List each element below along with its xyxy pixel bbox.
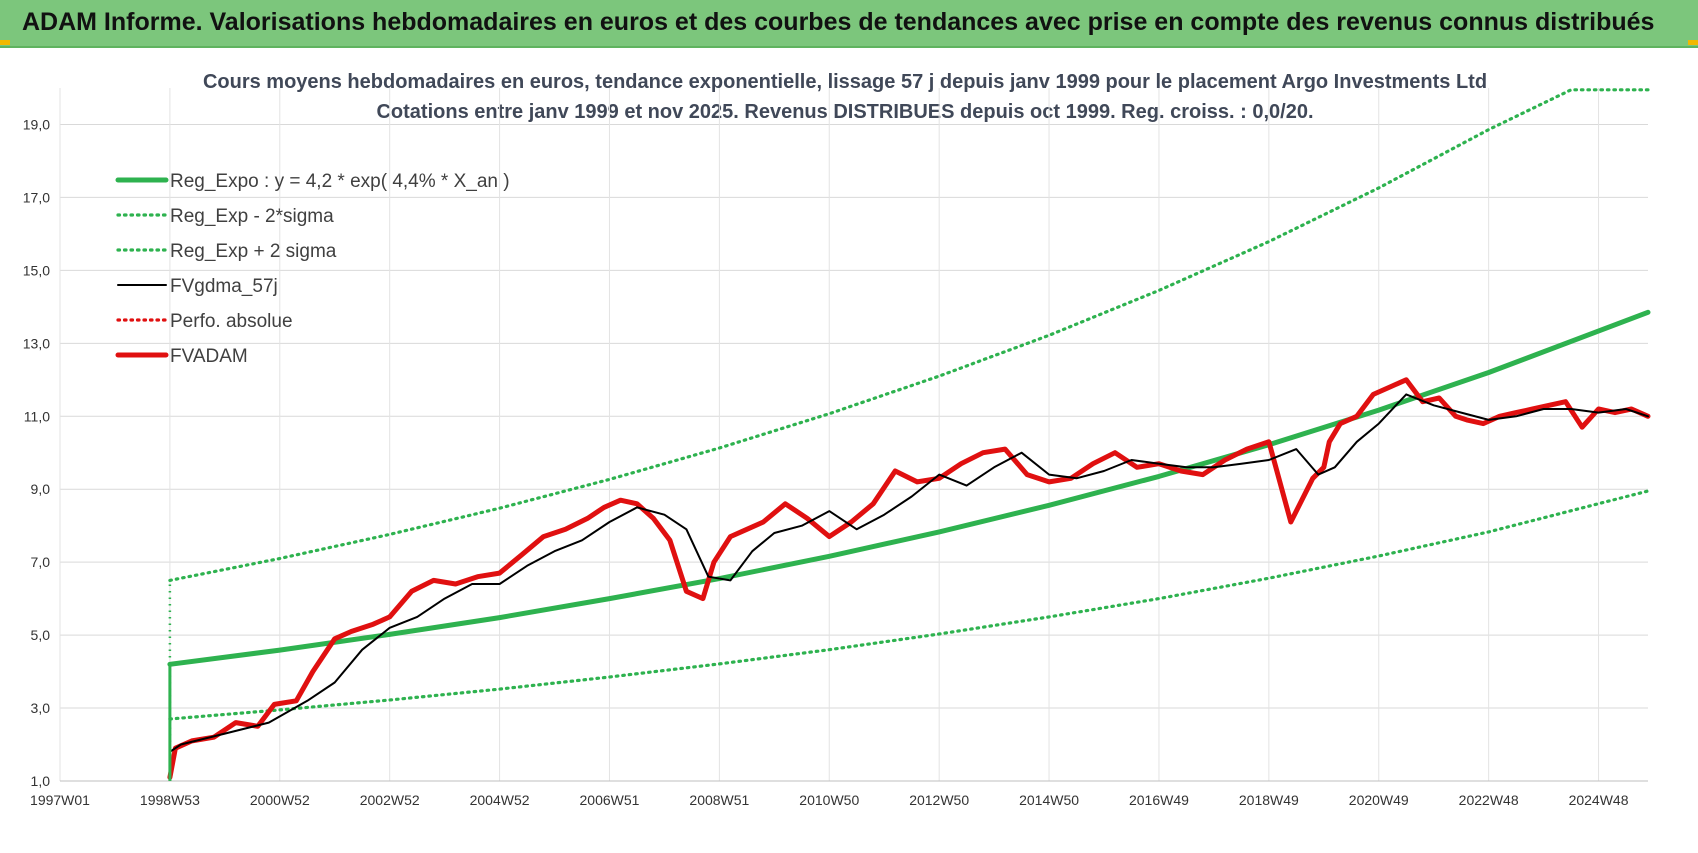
grid-layer <box>59 88 1648 782</box>
y-tick-label: 13,0 <box>23 335 50 351</box>
x-tick-label: 2010W50 <box>799 792 859 808</box>
chart-title: Cours moyens hebdomadaires en euros, ten… <box>203 71 1487 93</box>
y-tick-label: 15,0 <box>23 262 50 278</box>
x-tick-label: 2018W49 <box>1239 792 1299 808</box>
series-line-0 <box>167 309 1651 667</box>
x-tick-label: 2002W52 <box>360 792 420 808</box>
y-tick-label: 1,0 <box>31 773 51 789</box>
corner-marker-left <box>0 40 10 45</box>
corner-marker-right <box>1688 40 1698 45</box>
chart-area: Cours moyens hebdomadaires en euros, ten… <box>0 48 1698 848</box>
y-tick-label: 7,0 <box>31 554 51 570</box>
axis-layer: 1,0 3,0 5,0 7,0 9,0 11,0 13,0 15,0 17,0 19,0 1997W… <box>23 116 1648 808</box>
series-line-3 <box>168 393 1649 753</box>
x-tick-label: 2004W52 <box>470 792 530 808</box>
legend-label: FVgdma_57j <box>170 276 278 297</box>
x-tick-label: 2020W49 <box>1349 792 1409 808</box>
x-tick-label: 2012W50 <box>909 792 969 808</box>
legend-label: Perfo. absolue <box>170 311 293 332</box>
legend-label: Reg_Exp + 2 sigma <box>170 241 337 262</box>
header-banner: ADAM Informe. Valorisations hebdomadaire… <box>0 0 1698 48</box>
y-tick-label: 11,0 <box>24 408 50 424</box>
x-tick-label: 2008W51 <box>689 792 749 808</box>
series-line-2 <box>168 88 1650 582</box>
x-tick-label: 2000W52 <box>250 792 310 808</box>
y-tick-label: 3,0 <box>31 700 51 716</box>
chart-subtitle: Cotations entre janv 1999 et nov 2025. R… <box>376 101 1313 123</box>
legend-label: Reg_Expo : y = 4,2 * exp( 4,4% * X_an ) <box>170 171 510 192</box>
x-tick-label: 2024W48 <box>1569 792 1629 808</box>
series-line-5 <box>167 377 1651 780</box>
chart-svg: Cours moyens hebdomadaires en euros, ten… <box>23 71 1651 808</box>
x-tick-label: 2006W51 <box>580 792 640 808</box>
chart-legend: Reg_Expo : y = 4,2 * exp( 4,4% * X_an ) R… <box>115 171 510 367</box>
y-tick-label: 9,0 <box>31 481 51 497</box>
x-tick-label: 1997W01 <box>30 792 90 808</box>
y-tick-label: 17,0 <box>23 189 50 205</box>
legend-label: FVADAM <box>170 346 248 367</box>
legend-label: Reg_Exp - 2*sigma <box>170 206 334 227</box>
y-tick-label: 5,0 <box>31 627 51 643</box>
x-tick-label: 2016W49 <box>1129 792 1189 808</box>
series-layer <box>167 88 1651 781</box>
banner-title: ADAM Informe. Valorisations hebdomadaire… <box>22 8 1655 36</box>
y-tick-label: 19,0 <box>23 116 50 132</box>
series-line-1 <box>168 489 1650 721</box>
x-tick-label: 2014W50 <box>1019 792 1079 808</box>
x-tick-label: 1998W53 <box>140 792 200 808</box>
x-tick-label: 2022W48 <box>1459 792 1519 808</box>
